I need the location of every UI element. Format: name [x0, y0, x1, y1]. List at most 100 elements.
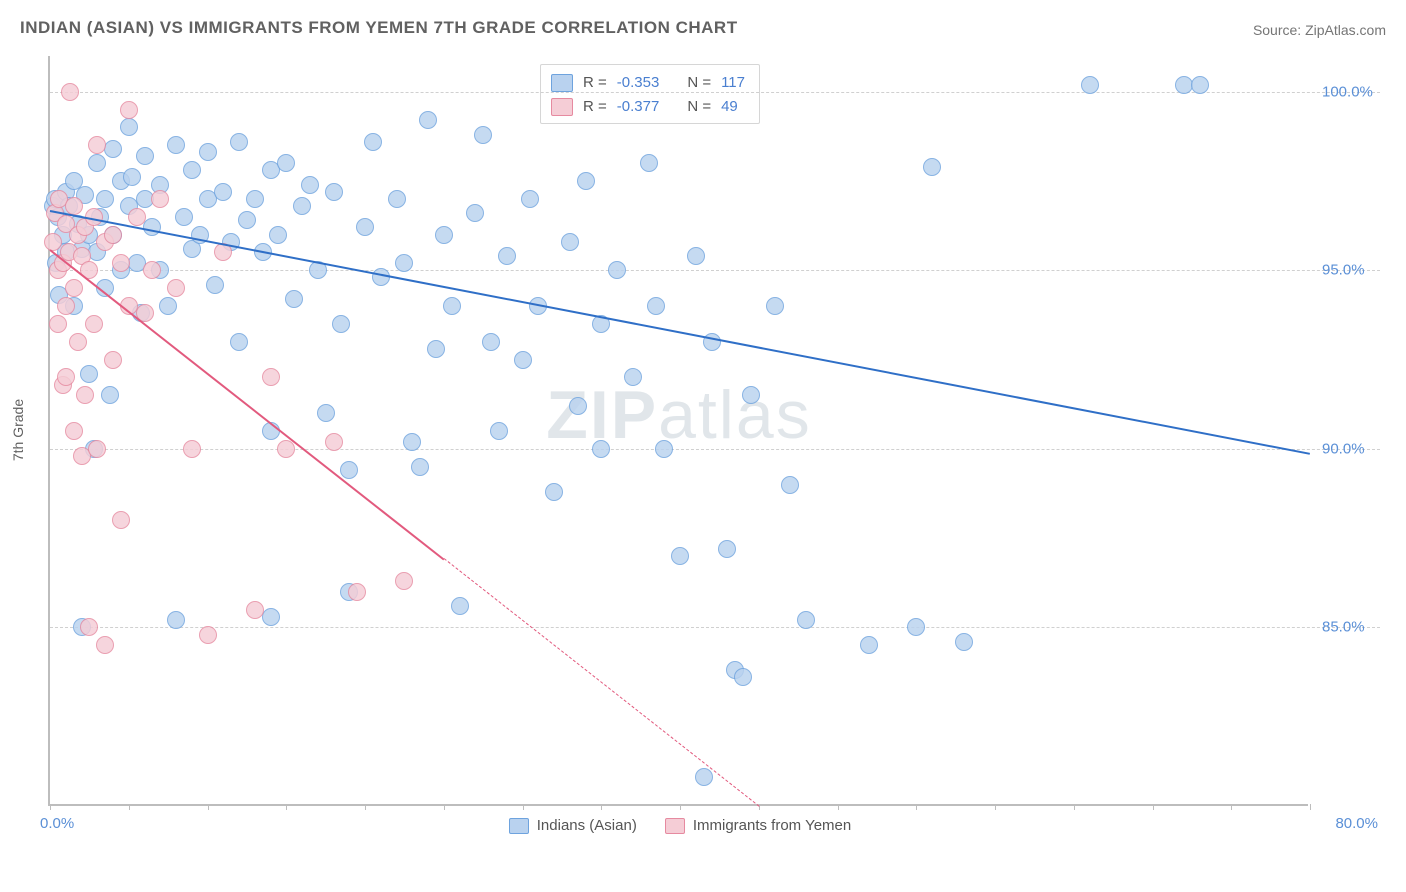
data-point-indian	[474, 126, 492, 144]
data-point-indian	[577, 172, 595, 190]
chart-header: INDIAN (ASIAN) VS IMMIGRANTS FROM YEMEN …	[0, 0, 1406, 46]
data-point-indian	[569, 397, 587, 415]
data-point-indian	[907, 618, 925, 636]
plot-area: 7th Grade ZIPatlas R =-0.353N =117R =-0.…	[48, 56, 1308, 806]
x-tick	[523, 804, 524, 810]
chart-title: INDIAN (ASIAN) VS IMMIGRANTS FROM YEMEN …	[20, 18, 738, 38]
data-point-yemen	[76, 386, 94, 404]
data-point-indian	[490, 422, 508, 440]
x-axis-label-min: 0.0%	[40, 815, 74, 832]
data-point-indian	[403, 433, 421, 451]
data-point-indian	[175, 208, 193, 226]
data-point-indian	[230, 133, 248, 151]
data-point-indian	[781, 476, 799, 494]
data-point-indian	[647, 297, 665, 315]
y-axis-title: 7th Grade	[10, 399, 26, 461]
data-point-indian	[340, 461, 358, 479]
data-point-yemen	[167, 279, 185, 297]
data-point-indian	[230, 333, 248, 351]
legend-item: Immigrants from Yemen	[665, 817, 851, 834]
legend-label: Immigrants from Yemen	[693, 817, 851, 834]
data-point-yemen	[96, 636, 114, 654]
data-point-indian	[655, 440, 673, 458]
legend-swatch	[551, 98, 573, 116]
data-point-indian	[734, 668, 752, 686]
data-point-yemen	[183, 440, 201, 458]
data-point-yemen	[128, 208, 146, 226]
data-point-indian	[388, 190, 406, 208]
data-point-indian	[955, 633, 973, 651]
data-point-indian	[695, 768, 713, 786]
gridline-h	[50, 627, 1380, 628]
gridline-h	[50, 270, 1380, 271]
legend-swatch	[551, 74, 573, 92]
x-tick	[680, 804, 681, 810]
legend-item: Indians (Asian)	[509, 817, 637, 834]
data-point-indian	[1191, 76, 1209, 94]
data-point-indian	[1081, 76, 1099, 94]
data-point-indian	[80, 365, 98, 383]
watermark: ZIPatlas	[546, 376, 811, 454]
data-point-indian	[419, 111, 437, 129]
y-tick-label: 85.0%	[1322, 619, 1365, 636]
x-tick	[1153, 804, 1154, 810]
y-tick-label: 90.0%	[1322, 440, 1365, 457]
data-point-yemen	[65, 422, 83, 440]
chart-source: Source: ZipAtlas.com	[1253, 22, 1386, 38]
data-point-yemen	[85, 315, 103, 333]
data-point-indian	[411, 458, 429, 476]
data-point-indian	[514, 351, 532, 369]
data-point-yemen	[57, 368, 75, 386]
data-point-indian	[545, 483, 563, 501]
trend-line-dashed	[443, 558, 759, 806]
data-point-yemen	[199, 626, 217, 644]
x-tick	[1231, 804, 1232, 810]
source-name: ZipAtlas.com	[1305, 22, 1386, 38]
plot-wrap: 7th Grade ZIPatlas R =-0.353N =117R =-0.…	[48, 56, 1378, 836]
data-point-indian	[923, 158, 941, 176]
data-point-indian	[159, 297, 177, 315]
x-tick	[601, 804, 602, 810]
data-point-indian	[238, 211, 256, 229]
data-point-yemen	[49, 315, 67, 333]
gridline-h	[50, 449, 1380, 450]
data-point-indian	[317, 404, 335, 422]
legend-label: Indians (Asian)	[537, 817, 637, 834]
legend-stats-row: R =-0.377N =49	[551, 95, 745, 119]
data-point-indian	[206, 276, 224, 294]
data-point-indian	[285, 290, 303, 308]
data-point-indian	[325, 183, 343, 201]
data-point-yemen	[143, 261, 161, 279]
x-tick	[995, 804, 996, 810]
data-point-indian	[123, 168, 141, 186]
data-point-yemen	[246, 601, 264, 619]
data-point-indian	[395, 254, 413, 272]
x-axis-label-max: 80.0%	[1335, 815, 1378, 832]
data-point-indian	[104, 140, 122, 158]
stat-N-value: 49	[721, 95, 738, 119]
data-point-indian	[742, 386, 760, 404]
stat-R-value: -0.377	[617, 95, 660, 119]
data-point-indian	[364, 133, 382, 151]
data-point-indian	[183, 161, 201, 179]
x-tick	[50, 804, 51, 810]
data-point-indian	[332, 315, 350, 333]
x-tick	[838, 804, 839, 810]
data-point-indian	[466, 204, 484, 222]
data-point-indian	[640, 154, 658, 172]
source-label: Source:	[1253, 22, 1301, 38]
stat-R-label: R =	[583, 95, 607, 119]
data-point-indian	[860, 636, 878, 654]
y-tick-label: 95.0%	[1322, 262, 1365, 279]
data-point-yemen	[151, 190, 169, 208]
data-point-indian	[427, 340, 445, 358]
data-point-yemen	[120, 101, 138, 119]
data-point-indian	[797, 611, 815, 629]
data-point-indian	[435, 226, 453, 244]
legend-swatch	[665, 818, 685, 834]
data-point-indian	[482, 333, 500, 351]
data-point-indian	[167, 136, 185, 154]
data-point-yemen	[88, 440, 106, 458]
data-point-yemen	[104, 226, 122, 244]
data-point-yemen	[325, 433, 343, 451]
